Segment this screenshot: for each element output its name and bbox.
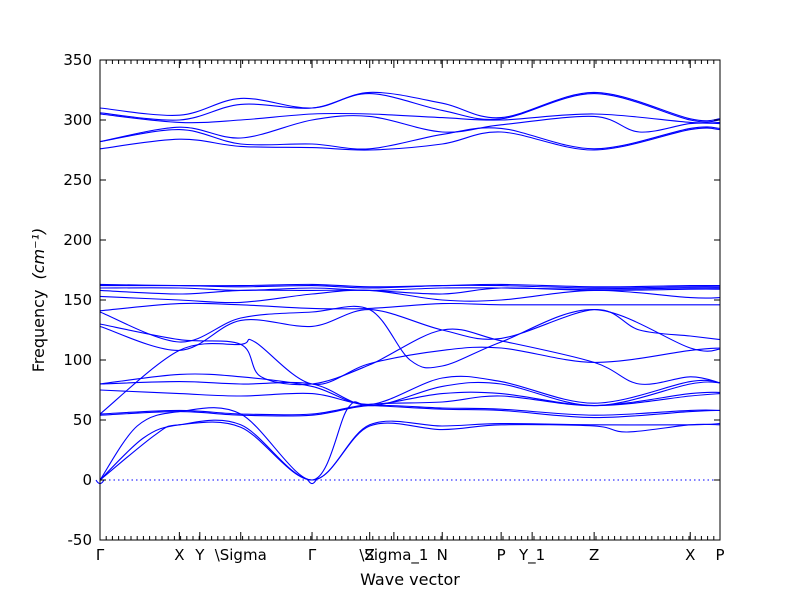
y-tick-label: 250: [63, 171, 92, 189]
gamma-dip-2: [307, 479, 317, 485]
band-1: [99, 421, 721, 481]
band-21: [99, 115, 721, 143]
x-tick-label: Z: [589, 546, 599, 564]
y-axis-label-text: Frequency: [29, 290, 48, 373]
band-20: [99, 126, 721, 150]
y-tick-label: 200: [63, 231, 92, 249]
y-axis: -50 0 50 100 150 200 250 300 350: [63, 51, 720, 549]
band-14: [99, 289, 721, 304]
band-8: [99, 373, 721, 405]
y-tick-label: 150: [63, 291, 92, 309]
y-tick-label: 350: [63, 51, 92, 69]
band-lines: [95, 91, 721, 485]
band-22: [99, 112, 721, 124]
x-tick-label: X: [174, 546, 184, 564]
band-10: [99, 323, 721, 386]
band-23: [99, 93, 721, 123]
band-3: [99, 401, 721, 481]
x-tick-label: \Sigma: [215, 546, 267, 564]
band-24: [99, 91, 721, 122]
band-13: [99, 302, 720, 312]
x-tick-label: P: [715, 546, 724, 564]
x-axis-label: Wave vector: [360, 570, 460, 589]
x-tick-label: Γ: [308, 546, 317, 564]
plot-frame: [99, 59, 721, 541]
band-18: [99, 283, 721, 288]
band-5: [99, 391, 721, 416]
x-tick-label: Γ: [96, 546, 105, 564]
x-tick-label: N: [437, 546, 448, 564]
x-axis: Γ X Y \Sigma Γ Z\Sigma_1 N P Y_1 Z X P: [96, 60, 725, 565]
y-axis-label-unit: (cm⁻¹): [29, 228, 48, 280]
y-axis-label: Frequency (cm⁻¹): [29, 228, 48, 372]
y-tick-label: 300: [63, 111, 92, 129]
x-tick-label: Y_1: [518, 546, 545, 565]
x-tick-label: P: [497, 546, 506, 564]
x-tick-label: X: [685, 546, 695, 564]
x-tick-label: Y: [194, 546, 205, 564]
x-tick-label: Z: [365, 546, 375, 564]
band-6: [99, 389, 721, 407]
band-16: [99, 287, 721, 291]
band-11: [99, 309, 721, 351]
y-tick-label: -50: [68, 531, 93, 549]
y-tick-label: 50: [73, 411, 92, 429]
band-9: [99, 338, 721, 415]
y-tick-label: 0: [82, 471, 92, 489]
band-12: [99, 305, 721, 369]
band-2: [99, 419, 721, 481]
x-tick-label: \Sigma_1: [359, 546, 428, 565]
band-19: [99, 127, 721, 151]
band-7: [99, 381, 721, 407]
y-tick-label: 100: [63, 351, 92, 369]
band-15: [99, 287, 721, 295]
band-4: [99, 404, 721, 417]
y-axis-label-group: Frequency (cm⁻¹): [29, 228, 48, 372]
